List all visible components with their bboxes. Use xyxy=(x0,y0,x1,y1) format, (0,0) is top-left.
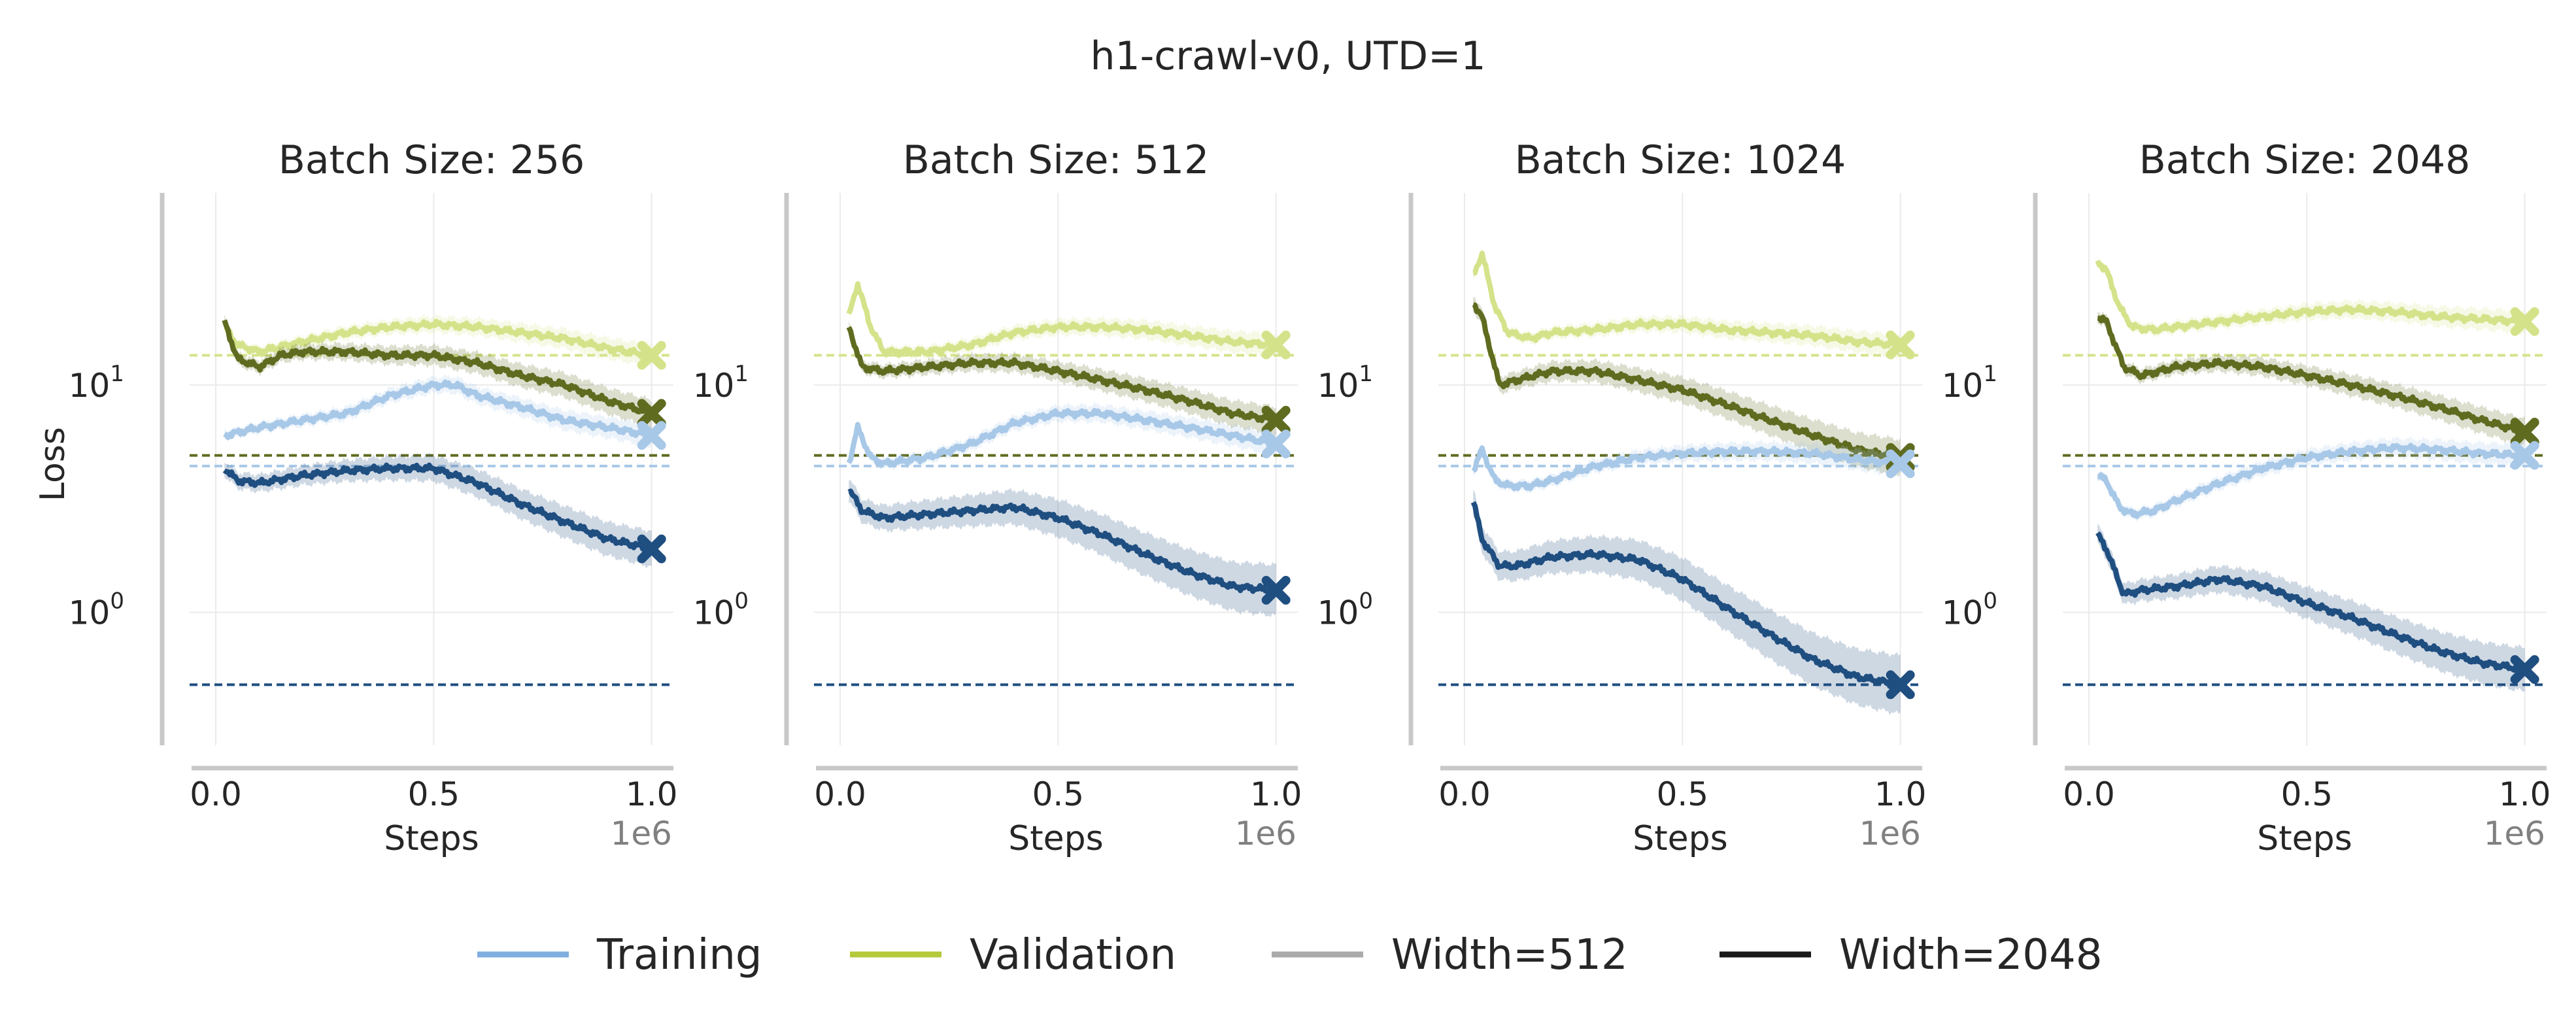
end-marker xyxy=(1886,330,1915,360)
panel-title: Batch Size: 512 xyxy=(903,137,1210,183)
y-tick-label: 100 xyxy=(693,588,749,632)
y-tick-base: 10 xyxy=(1942,594,1984,632)
series-line xyxy=(223,379,654,440)
y-tick-base: 10 xyxy=(69,594,110,632)
end-marker xyxy=(2510,655,2539,684)
series-band xyxy=(849,278,1276,361)
x-tick-label: 0.5 xyxy=(2281,775,2333,813)
series-band xyxy=(2097,436,2525,522)
end-marker xyxy=(2510,307,2539,336)
series-line xyxy=(2095,260,2527,335)
series-band xyxy=(849,321,1276,436)
series-line xyxy=(1470,501,1903,689)
x-offset-label: 1e6 xyxy=(1859,815,1921,852)
y-tick-exponent: 1 xyxy=(1983,361,1997,387)
y-tick-label: 101 xyxy=(693,361,749,405)
legend-label: Width=2048 xyxy=(1839,931,2102,979)
x-axis-label: Steps xyxy=(384,819,479,858)
y-tick-base: 10 xyxy=(1942,367,1984,405)
series-line xyxy=(224,318,653,360)
x-offset-label: 1e6 xyxy=(611,815,672,852)
end-marker xyxy=(1886,670,1915,700)
x-axis-label: Steps xyxy=(1633,819,1728,858)
y-tick-exponent: 1 xyxy=(1359,361,1373,387)
end-marker xyxy=(637,341,666,370)
x-tick-label: 1.0 xyxy=(1874,775,1927,813)
legend-label: Validation xyxy=(970,931,1176,979)
series-band xyxy=(224,452,652,569)
series-line xyxy=(847,488,1278,595)
y-tick-base: 10 xyxy=(1317,594,1359,632)
y-axis-label: Loss xyxy=(33,427,73,501)
x-tick-label: 0.0 xyxy=(190,775,242,813)
end-marker xyxy=(1886,449,1915,479)
y-tick-base: 10 xyxy=(693,367,735,405)
series-band xyxy=(1473,489,1901,715)
series-band xyxy=(2097,256,2525,338)
legend: Training Validation Width=512 Width=2048 xyxy=(477,931,2102,979)
end-marker xyxy=(2510,441,2539,470)
end-marker xyxy=(1261,405,1291,435)
x-tick-label: 0.5 xyxy=(1657,775,1709,813)
y-tick-exponent: 1 xyxy=(110,361,124,387)
panel-title: Batch Size: 1024 xyxy=(1515,137,1846,183)
end-marker xyxy=(1261,430,1291,459)
x-tick-label: 0.0 xyxy=(1438,775,1491,813)
end-marker xyxy=(637,534,666,564)
series-band xyxy=(2097,523,2525,692)
y-tick-label: 101 xyxy=(1942,361,1997,405)
series-line xyxy=(222,462,653,554)
x-offset-label: 1e6 xyxy=(1235,815,1296,852)
y-tick-exponent: 0 xyxy=(110,588,124,615)
y-tick-base: 10 xyxy=(1317,367,1359,405)
x-tick-label: 1.0 xyxy=(1250,775,1302,813)
x-offset-label: 1e6 xyxy=(2484,815,2545,852)
series-line xyxy=(2097,443,2528,519)
x-tick-label: 1.0 xyxy=(626,775,678,813)
panel-title: Batch Size: 2048 xyxy=(2139,137,2471,183)
series-line xyxy=(1472,302,1903,462)
end-marker xyxy=(1261,575,1291,605)
series-line xyxy=(2095,531,2526,673)
y-tick-label: 100 xyxy=(1942,588,1997,632)
end-marker xyxy=(637,420,666,450)
x-tick-label: 0.5 xyxy=(408,775,460,813)
end-marker xyxy=(637,399,666,428)
series-band xyxy=(849,480,1276,618)
x-tick-label: 0.0 xyxy=(2063,775,2115,813)
y-tick-base: 10 xyxy=(69,367,110,405)
series-line xyxy=(1472,250,1903,350)
x-tick-label: 0.5 xyxy=(1032,775,1085,813)
y-tick-exponent: 0 xyxy=(734,588,749,615)
y-tick-exponent: 0 xyxy=(1359,588,1373,615)
y-tick-label: 100 xyxy=(69,588,124,632)
y-tick-label: 101 xyxy=(1317,361,1373,405)
panel-title: Batch Size: 256 xyxy=(279,137,585,183)
x-tick-label: 1.0 xyxy=(2499,775,2551,813)
x-axis-label: Steps xyxy=(2257,819,2352,858)
y-tick-exponent: 1 xyxy=(734,361,749,387)
end-marker xyxy=(2510,418,2539,447)
series-line xyxy=(222,319,654,418)
y-tick-label: 100 xyxy=(1317,588,1373,632)
series-line xyxy=(846,326,1278,426)
x-axis-label: Steps xyxy=(1008,819,1104,858)
series-line xyxy=(2097,314,2527,436)
y-tick-exponent: 0 xyxy=(1983,588,1997,615)
figure-title: h1-crawl-v0, UTD=1 xyxy=(1090,33,1485,79)
legend-label: Training xyxy=(596,931,762,979)
y-tick-base: 10 xyxy=(693,594,735,632)
legend-label: Width=512 xyxy=(1391,931,1628,979)
x-tick-label: 0.0 xyxy=(814,775,866,813)
series-line xyxy=(1471,445,1903,492)
series-line xyxy=(846,281,1278,358)
y-tick-label: 101 xyxy=(69,361,124,405)
series-line xyxy=(846,407,1277,468)
end-marker xyxy=(1261,330,1291,360)
